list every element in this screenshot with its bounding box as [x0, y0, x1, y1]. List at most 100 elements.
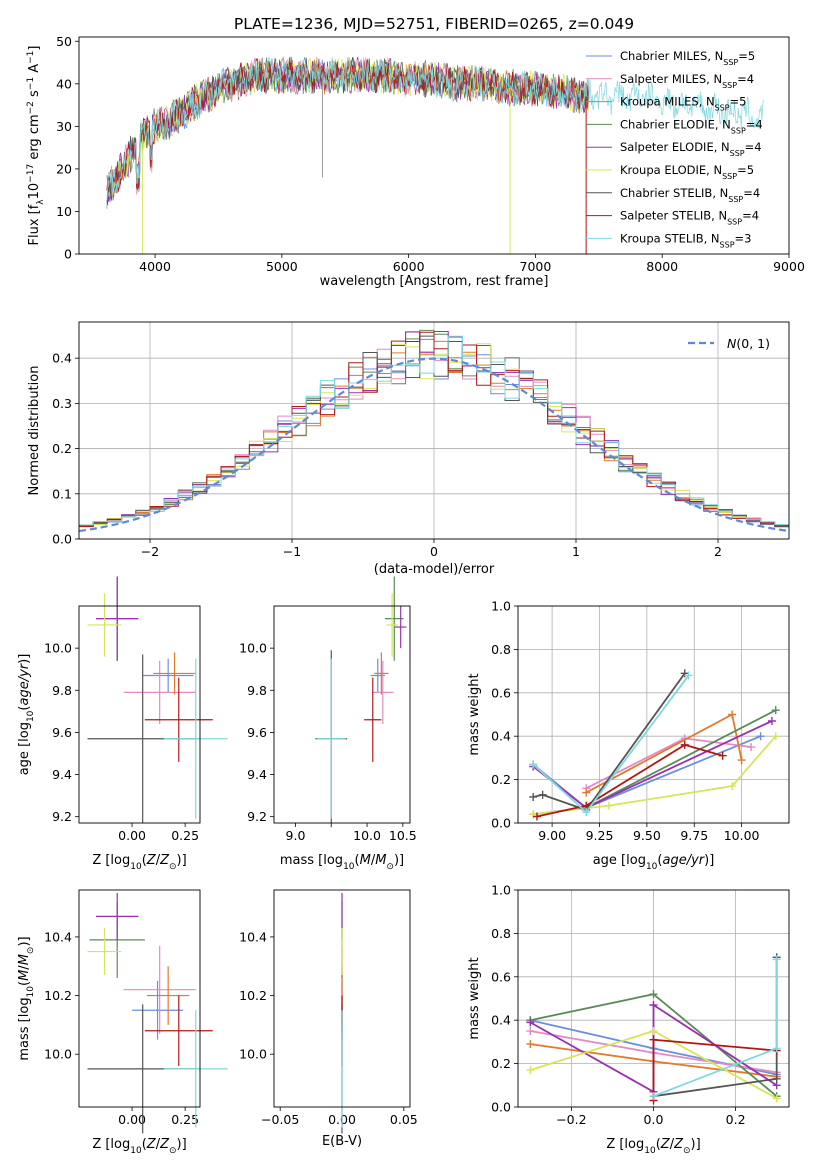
mass-weight-marker	[772, 955, 781, 964]
x-tick-label: 0.00	[118, 828, 146, 843]
y-tick-label: 10	[56, 204, 72, 219]
x-tick-label: 9.75	[680, 828, 708, 843]
errorbar-point	[394, 606, 407, 649]
mass-weight-marker	[737, 756, 746, 765]
y-tick-label: 0.8	[491, 642, 511, 657]
y-tick-label: 10.4	[44, 929, 72, 944]
legend-label: Chabrier ELODIE, NSSP=4	[620, 117, 763, 135]
mass-weight-marker	[747, 743, 756, 752]
mass-weight-marker	[526, 1027, 535, 1036]
legend-label: Chabrier MILES, NSSP=5	[620, 49, 755, 67]
y-tick-label: 9.2	[247, 809, 267, 824]
x-tick-label: 0.0	[644, 1112, 664, 1127]
errorbar-point	[146, 966, 190, 1025]
errorbar-point	[372, 660, 394, 724]
x-tick-label: 0.00	[118, 1112, 146, 1127]
x-tick-label: −0.2	[556, 1112, 586, 1127]
legend-label: N(0, 1)	[727, 336, 770, 351]
massweight_vs_age-axes: 9.00 9.25 9.50 9.75 10.00 0.0 0.2 0.4 0.6 0.8 1.0	[491, 599, 789, 843]
age-vs-mass-xlabel: mass [log10(M/M⊙)]	[280, 853, 404, 872]
y-tick-label: 9.4	[247, 767, 267, 782]
y-tick-label: 9.6	[247, 725, 267, 740]
y-tick-label: 1.0	[491, 883, 511, 898]
x-tick-label: 9.00	[538, 828, 566, 843]
errorbar-point	[87, 593, 122, 657]
y-tick-label: 40	[56, 76, 72, 91]
errorbar-point	[132, 980, 184, 1040]
figure-title: PLATE=1236, MJD=52751, FIBERID=0265, z=0…	[234, 15, 634, 33]
x-tick-label: 1	[572, 544, 580, 559]
x-tick-label: −1	[283, 544, 301, 559]
mass-weight-marker	[649, 990, 658, 999]
y-tick-label: 0	[64, 247, 72, 262]
mass-weight-marker	[649, 1035, 658, 1044]
y-tick-label: 0.0	[52, 532, 72, 547]
massweight_vs_Z-axes: −0.2 0.0 0.2 0.0 0.2 0.4 0.6 0.8 1.0	[491, 883, 789, 1127]
mass-weight-marker	[649, 1092, 658, 1101]
mass-weight-marker	[680, 740, 689, 749]
y-tick-label: 9.8	[247, 683, 267, 698]
mass-weight-marker	[772, 1044, 781, 1053]
errorbar-point	[123, 660, 196, 724]
y-tick-label: 10.0	[44, 1047, 72, 1062]
y-tick-label: 9.2	[52, 809, 72, 824]
massweight-vs-age-xlabel: age [log10(age/yr)]	[593, 853, 715, 872]
y-tick-label: 0.4	[491, 1013, 511, 1028]
histogram-xlabel: (data-model)/error	[374, 562, 495, 577]
y-tick-label: 0.0	[491, 816, 511, 831]
mass-weight-series-line	[653, 957, 778, 1098]
x-tick-label: 2	[714, 544, 722, 559]
age_vs_Z-axes: 0.00 0.25 9.2 9.4 9.6 9.8 10.0	[44, 641, 199, 843]
mass-weight-marker	[756, 732, 765, 741]
y-tick-label: 9.4	[52, 767, 72, 782]
x-tick-label: 9000	[773, 259, 805, 274]
spectrum-legend: Chabrier MILES, NSSP=5 Salpeter MILES, NS…	[586, 49, 763, 249]
y-tick-label: 0.4	[52, 351, 72, 366]
residual_histogram-axes: −2 −1 0 1 2 0.0 0.1 0.2 0.3 0.4	[52, 322, 789, 559]
mass-weight-marker	[538, 790, 547, 799]
mass-weight-series-line	[585, 737, 752, 790]
mass-weight-marker	[526, 1018, 535, 1027]
x-tick-label: 10.5	[389, 828, 417, 843]
spectrum-series-line	[106, 56, 764, 199]
errorbar-point	[144, 995, 213, 1066]
x-tick-label: 10.00	[724, 828, 760, 843]
y-tick-label: 10.0	[44, 641, 72, 656]
spectrum-axes: 4000 5000 6000 7000 8000 9000 0 10 20 30 40 50	[56, 34, 805, 274]
y-tick-label: 10.2	[239, 988, 267, 1003]
mass-weight-marker	[767, 717, 776, 726]
mass-weight-series-line	[532, 672, 686, 812]
mass_vs_EBV-frame	[273, 889, 411, 1108]
histogram-series-step	[79, 335, 789, 529]
spectrum-xlabel: wavelength [Angstrom, rest frame]	[320, 274, 549, 289]
mass-weight-marker	[684, 671, 693, 680]
age_vs_mass-axes: 9.0 10.0 10.5 9.2 9.4 9.6 9.8 10.0	[239, 641, 417, 843]
errorbar-point	[163, 658, 228, 819]
errorbar-point	[95, 892, 139, 940]
y-tick-label: 9.6	[52, 725, 72, 740]
mass-weight-marker	[649, 1027, 658, 1036]
mass_vs_Z-axes: 0.00 0.25 10.0 10.2 10.4	[44, 929, 199, 1127]
legend-label: Kroupa MILES, NSSP=5	[620, 95, 746, 113]
y-tick-label: 1.0	[491, 599, 511, 614]
age-vs-Z-xlabel: Z [log10(Z/Z⊙)]	[92, 853, 186, 872]
mass-weight-marker	[604, 801, 613, 810]
mass-weight-marker	[728, 710, 737, 719]
histogram-frame	[78, 321, 790, 540]
x-tick-label: 6000	[393, 259, 425, 274]
mass-weight-marker	[582, 788, 591, 797]
mass-weight-marker	[771, 732, 780, 741]
y-tick-label: 0.3	[52, 396, 72, 411]
errorbar-point	[386, 593, 398, 657]
mass-weight-marker	[532, 812, 541, 821]
legend-label: Kroupa ELODIE, NSSP=5	[620, 163, 754, 181]
y-tick-label: 0.2	[491, 1056, 511, 1071]
age_vs_mass-frame	[273, 605, 411, 824]
x-tick-label: 4000	[139, 259, 171, 274]
mass-weight-series-line	[536, 743, 723, 818]
massweight-vs-Z-xlabel: Z [log10(Z/Z⊙)]	[606, 1137, 700, 1156]
age-vs-Z-ylabel: age [log10(age/yr)]	[17, 654, 36, 776]
mass-weight-series-line	[533, 735, 777, 816]
